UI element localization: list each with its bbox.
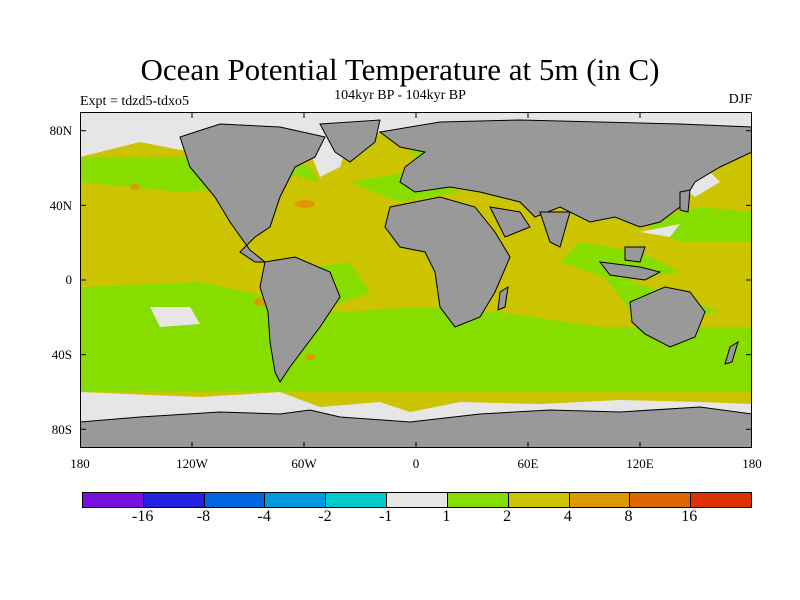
lon-label-0: 0 bbox=[412, 456, 420, 471]
eurasia bbox=[378, 119, 753, 228]
colorbar-segment bbox=[447, 493, 509, 507]
new-zealand bbox=[724, 340, 739, 365]
madagascar bbox=[497, 286, 509, 311]
colorbar-label: 4 bbox=[563, 508, 572, 525]
lat-label-80s: 80S bbox=[51, 422, 72, 437]
colorbar-label: 8 bbox=[624, 508, 633, 525]
colorbar-segment bbox=[630, 493, 692, 507]
arabia bbox=[489, 206, 531, 238]
lon-label-120e: 120E bbox=[626, 456, 654, 471]
lon-label-60w: 60W bbox=[291, 456, 317, 471]
colorbar-segment bbox=[83, 493, 144, 507]
colorbar-segment bbox=[569, 493, 631, 507]
colorbar-segment bbox=[387, 493, 448, 507]
colorbar-segment bbox=[508, 493, 570, 507]
colorbar-label: -16 bbox=[132, 508, 154, 525]
lon-label-120w: 120W bbox=[176, 456, 208, 471]
indonesia bbox=[598, 261, 662, 281]
lon-label-60e: 60E bbox=[517, 456, 539, 471]
japan bbox=[679, 189, 691, 213]
colorbar-segment bbox=[691, 493, 751, 507]
lat-label-40n: 40N bbox=[49, 198, 72, 213]
india bbox=[539, 211, 571, 248]
colorbar-label: -8 bbox=[196, 508, 211, 525]
colorbar-segment bbox=[326, 493, 388, 507]
landmasses bbox=[79, 119, 753, 449]
colorbar-segment bbox=[143, 493, 205, 507]
north-america bbox=[179, 123, 326, 263]
season-label: DJF bbox=[728, 92, 752, 107]
australia bbox=[629, 286, 706, 348]
colorbar-label: -1 bbox=[378, 508, 393, 525]
borneo bbox=[624, 246, 646, 263]
map-frame bbox=[80, 112, 752, 448]
greenland bbox=[319, 119, 381, 163]
africa bbox=[384, 196, 511, 328]
south-america bbox=[259, 256, 341, 383]
colorbar-label: 1 bbox=[442, 508, 451, 525]
map-svg bbox=[79, 112, 753, 449]
lat-label-40s: 40S bbox=[51, 347, 72, 362]
lon-label-180w: 180 bbox=[70, 456, 90, 471]
colorbar-label: 16 bbox=[681, 508, 698, 525]
lon-label-180e: 180 bbox=[742, 456, 762, 471]
colorbar-label: -2 bbox=[318, 508, 332, 525]
colorbar-label: -4 bbox=[257, 508, 271, 525]
map-subtitle: 104kyr BP - 104kyr BP bbox=[334, 88, 466, 103]
experiment-label: Expt = tdzd5-tdxo5 bbox=[80, 94, 189, 109]
lat-label-80n: 80N bbox=[49, 123, 72, 138]
map-panel bbox=[79, 112, 753, 449]
colorbar-segment bbox=[265, 493, 327, 507]
colorbar bbox=[82, 492, 752, 508]
colorbar-segment bbox=[204, 493, 266, 507]
lat-label-0: 0 bbox=[65, 272, 73, 287]
map-title: Ocean Potential Temperature at 5m (in C) bbox=[140, 52, 660, 87]
colorbar-label: 2 bbox=[503, 508, 512, 525]
